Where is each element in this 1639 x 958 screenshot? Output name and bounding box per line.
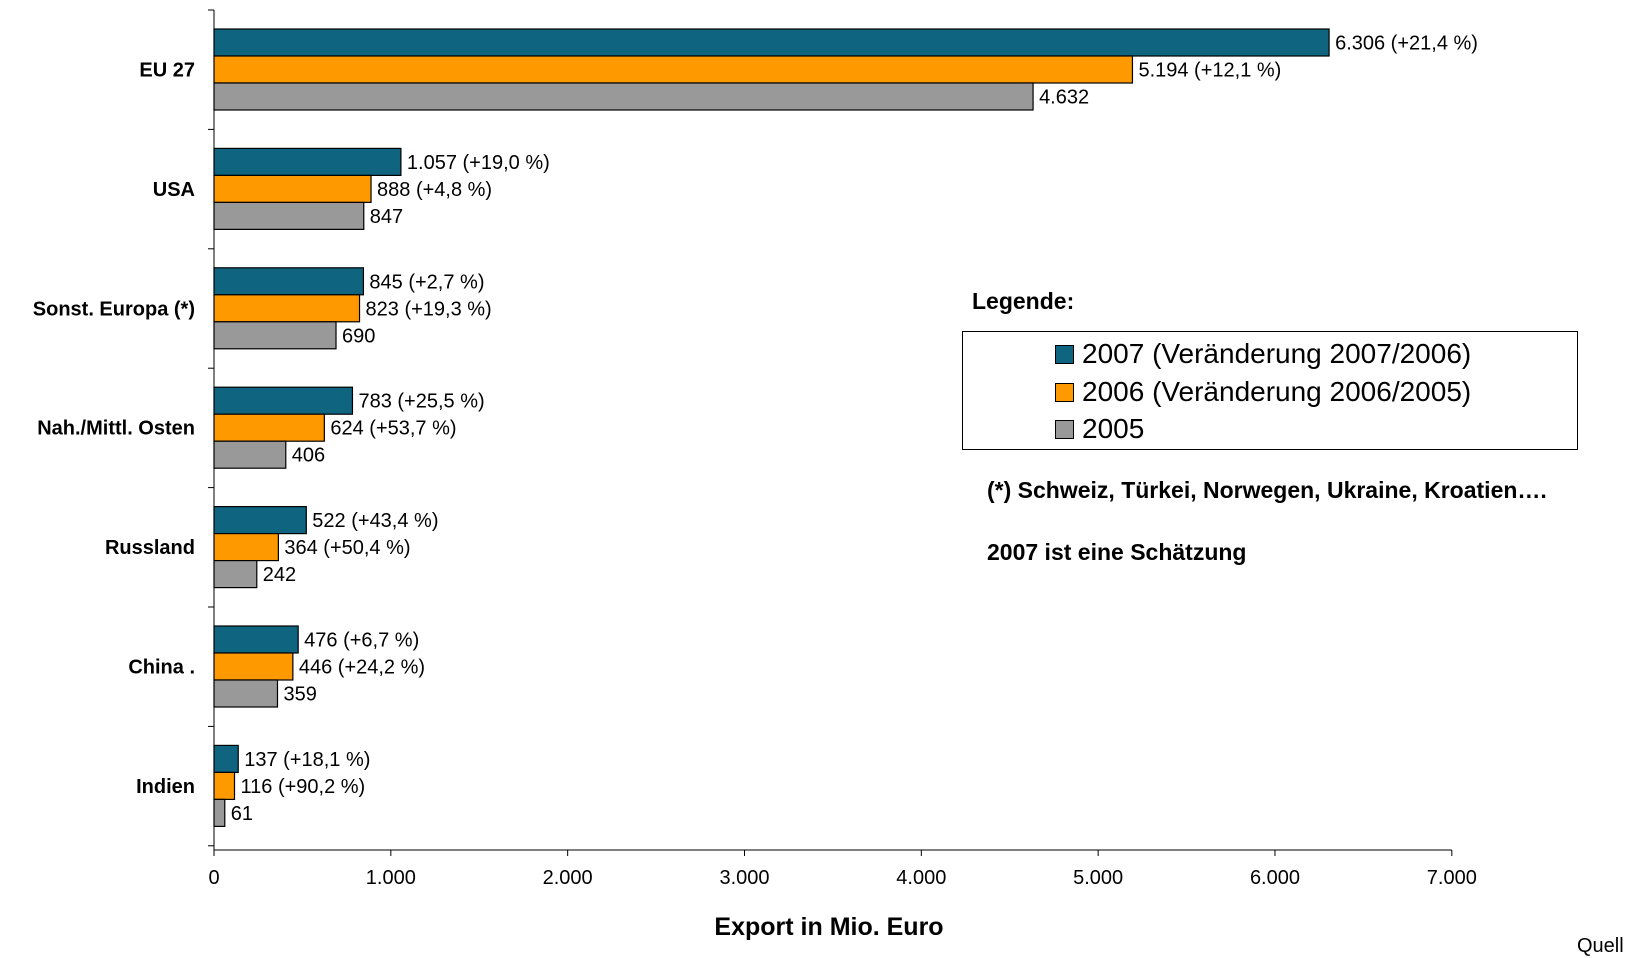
legend-label-2007: 2007 (Veränderung 2007/2006) [1082,338,1472,369]
legend-item-2007: 2007 (Veränderung 2007/2006) [1055,337,1471,371]
value-label-indien-1: 116 (+90,2 %) [241,776,366,798]
value-label-nah-mittl-osten-2: 406 [292,445,325,467]
bar-nah-mittl-osten-1 [213,413,325,442]
bar-russland-2 [213,559,258,589]
value-label-russland-1: 364 (+50,4 %) [284,537,410,559]
x-tick-label: 4.000 [896,867,946,889]
bar-usa-1 [213,174,372,203]
bar-china-0 [213,625,299,654]
legend-swatch-2005 [1055,419,1074,439]
footnote: (*) Schweiz, Türkei, Norwegen, Ukraine, … [987,477,1547,503]
bar-nah-mittl-osten-0 [213,386,354,415]
bar-nah-mittl-osten-2 [213,440,287,469]
value-label-nah-mittl-osten-0: 783 (+25,5 %) [358,391,484,413]
legend-swatch-2006 [1055,382,1074,402]
value-label-eu-27-0: 6.306 (+21,4 %) [1335,33,1478,55]
value-label-china-0: 476 (+6,7 %) [304,630,419,652]
bar-sonst-europa-0 [213,267,365,296]
x-tick-label: 7.000 [1427,867,1477,889]
value-label-indien-2: 61 [231,803,253,825]
bar-indien-0 [213,744,239,774]
category-label-russland: Russland [105,537,195,559]
x-axis-title: Export in Mio. Euro [714,913,943,941]
legend-item-2005: 2005 [1055,412,1144,446]
bar-china-1 [213,652,294,681]
category-label-china: China . [128,657,195,679]
value-label-china-1: 446 (+24,2 %) [299,657,425,679]
value-label-indien-0: 137 (+18,1 %) [244,749,370,771]
legend-swatch-2007 [1055,344,1074,364]
legend-label-2006: 2006 (Veränderung 2006/2005) [1082,376,1472,407]
bar-eu-27-1 [213,55,1134,84]
value-label-usa-0: 1.057 (+19,0 %) [407,152,550,174]
legend-item-2006: 2006 (Veränderung 2006/2005) [1055,375,1471,409]
bar-russland-1 [213,532,279,562]
value-label-eu-27-1: 5.194 (+12,1 %) [1138,60,1281,82]
bar-russland-0 [213,506,307,535]
bar-china-2 [213,679,279,708]
bar-sonst-europa-1 [213,294,361,323]
value-label-usa-1: 888 (+4,8 %) [377,179,492,201]
source-label: Quell [1577,935,1624,957]
bar-sonst-europa-2 [213,321,337,350]
legend: 2007 (Veränderung 2007/2006) 2006 (Verän… [962,331,1578,450]
value-label-russland-2: 242 [263,564,296,586]
x-tick-label: 5.000 [1073,867,1123,889]
x-tick-label: 3.000 [719,867,769,889]
bar-indien-1 [213,771,236,801]
category-label-nah-mittl-osten: Nah./Mittl. Osten [37,418,195,440]
value-label-sonst-europa-2: 690 [342,325,375,347]
x-tick-label: 1.000 [366,867,416,889]
bar-eu-27-2 [213,82,1034,111]
bar-usa-0 [213,147,402,176]
value-label-sonst-europa-0: 845 (+2,7 %) [369,271,484,293]
category-label-sonst-europa: Sonst. Europa (*) [33,298,195,320]
value-label-usa-2: 847 [370,206,403,228]
x-tick-label: 0 [208,867,219,889]
value-label-russland-0: 522 (+43,4 %) [312,510,438,532]
estimate-note: 2007 ist eine Schätzung [987,539,1247,565]
x-tick-label: 6.000 [1250,867,1300,889]
legend-title: Legende: [972,288,1075,314]
category-label-eu-27: EU 27 [139,60,195,82]
bar-eu-27-0 [213,28,1330,57]
category-label-indien: Indien [136,776,195,798]
bar-usa-2 [213,201,365,230]
bar-indien-2 [213,798,226,828]
value-label-china-2: 359 [283,684,316,706]
value-label-sonst-europa-1: 823 (+19,3 %) [366,298,492,320]
value-label-nah-mittl-osten-1: 624 (+53,7 %) [330,418,456,440]
value-label-eu-27-2: 4.632 [1039,87,1089,109]
category-label-usa: USA [153,179,195,201]
legend-label-2005: 2005 [1082,413,1145,444]
x-tick-label: 2.000 [543,867,593,889]
